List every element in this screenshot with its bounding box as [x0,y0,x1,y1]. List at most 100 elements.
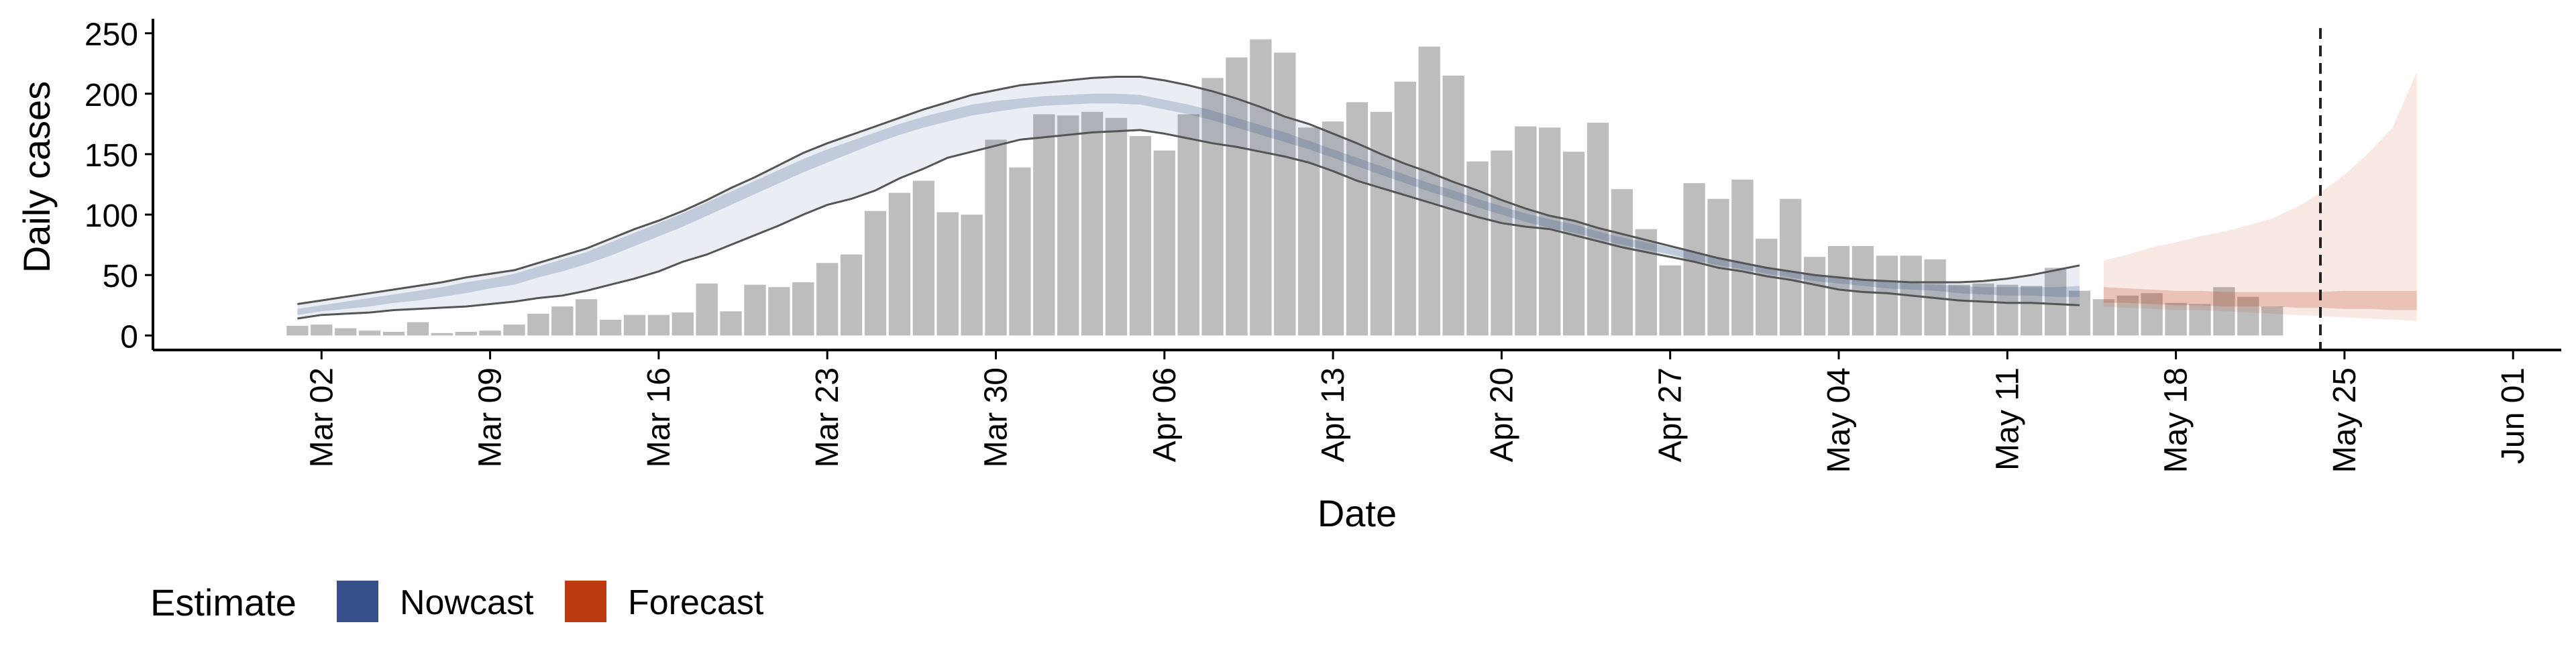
x-tick-label: Mar 30 [979,367,1014,467]
bar [1491,150,1513,336]
bar [1105,117,1128,336]
y-tick-label: 150 [85,138,138,174]
bar [961,215,983,336]
x-tick-label: May 25 [2327,367,2363,473]
bar [672,312,694,336]
legend: Estimate Nowcast Forecast [150,581,764,624]
x-tick-label: Jun 01 [2496,367,2531,464]
bar [503,325,525,336]
bar [1972,283,1994,336]
bar [1129,135,1152,336]
legend-title: Estimate [150,581,297,624]
bar [311,325,333,336]
x-tick-label: Apr 13 [1316,367,1351,462]
x-axis-title: Date [1318,492,1397,534]
bar [1611,189,1633,336]
legend-key-nowcast [337,581,378,622]
y-axis-title: Daily cases [15,81,58,273]
bar [1394,81,1416,336]
bar [286,325,309,336]
bar [768,287,790,336]
bar [358,331,381,336]
bar [431,333,453,336]
bar [455,331,477,336]
bar [1081,111,1104,336]
y-tick-label: 250 [85,17,138,53]
legend-label-forecast: Forecast [628,583,764,622]
bar [1370,111,1393,336]
x-tick-label: Mar 16 [641,367,677,467]
bar [1948,284,1970,336]
bar [888,192,911,336]
bar [479,331,501,336]
y-tick-label: 200 [85,78,138,113]
x-tick-label: Mar 02 [304,367,339,467]
bar [1731,179,1754,336]
bar [1250,39,1272,336]
bar [647,314,670,336]
bar [936,212,959,336]
x-tick-label: Apr 20 [1484,367,1519,462]
bar [1153,150,1175,336]
plot-area [286,28,2417,350]
bar [2189,304,2211,336]
bar [2044,268,2067,336]
bar [2116,295,2139,336]
x-tick-label: Mar 23 [810,367,845,467]
bar [576,299,598,336]
bar [1562,152,1585,336]
bar [527,313,549,336]
forecast-ribbon-90 [2103,72,2417,321]
y-tick-label: 100 [85,198,138,234]
bar [2141,293,2163,336]
bar [1201,78,1224,336]
bar [1996,284,2019,336]
bar [335,328,357,336]
bar [696,283,718,336]
bar [2021,286,2043,336]
nowcast-upper-line [297,76,2080,305]
bar [840,254,863,336]
x-tick-label: May 18 [2159,367,2194,473]
bar [1418,46,1440,336]
bar [551,306,574,336]
y-tick-label: 50 [103,259,138,294]
nowcast-lower-line [297,129,2080,320]
bar [912,180,934,336]
bar [1442,75,1464,336]
bar [599,319,622,336]
bar [382,331,405,336]
bar [1009,167,1031,336]
bar [1177,114,1199,336]
bar [720,311,742,336]
bar [1274,52,1296,336]
bar [1057,115,1079,336]
x-tick-label: Apr 06 [1147,367,1183,462]
x-tick-label: May 11 [1990,367,2025,471]
bar [2213,287,2235,336]
bar [1635,229,1657,336]
y-tick-label: 0 [120,319,138,355]
bar [2237,296,2259,336]
bar [1780,198,1802,336]
bar [2261,306,2284,336]
bar [2165,302,2187,336]
bar [744,284,766,336]
axes: 0 50 100 150 200 250 Mar 02 Mar 09 Mar 16 Mar 23 M… [85,17,2561,473]
bar [816,263,839,336]
bar [1515,126,1537,336]
bar [864,211,887,336]
legend-label-nowcast: Nowcast [400,583,534,622]
bar [1322,121,1344,336]
bar [1756,239,1778,336]
x-tick-label: Mar 09 [473,367,508,467]
bar [1876,255,1898,336]
bar [985,139,1007,336]
bar [1033,114,1055,336]
bar [1226,57,1248,336]
bar [1346,102,1368,336]
x-tick-label: Apr 27 [1653,367,1688,462]
x-tick-label: May 04 [1821,367,1857,473]
